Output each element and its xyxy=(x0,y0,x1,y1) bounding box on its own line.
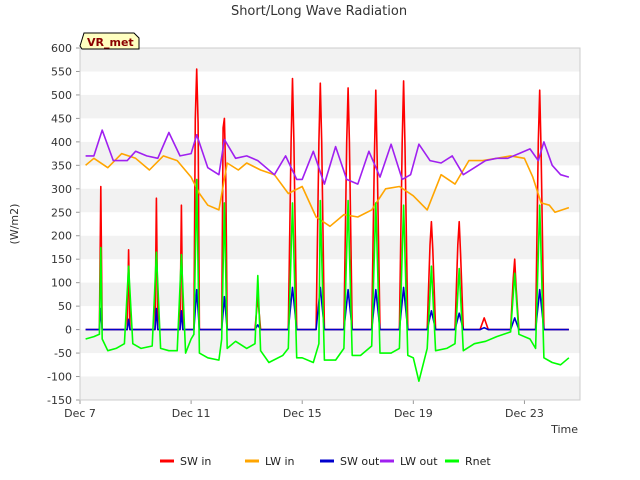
y-tick-label: -150 xyxy=(47,394,72,407)
x-axis-label: Time xyxy=(550,423,578,436)
legend-label-lw-out: LW out xyxy=(400,455,438,468)
y-tick-label: 100 xyxy=(51,277,72,290)
legend-label-sw-in: SW in xyxy=(180,455,211,468)
series-line-rnet xyxy=(85,178,570,383)
x-tick-label: Dec 7 xyxy=(64,407,96,420)
legend: SW in LW in SW out LW out Rnet xyxy=(160,455,491,468)
legend-label-rnet: Rnet xyxy=(465,455,491,468)
site-label-box: VR_met xyxy=(79,32,140,50)
grid-bands xyxy=(80,48,580,400)
y-axis-label: (W/m2) xyxy=(8,204,21,245)
series-layer xyxy=(85,68,570,383)
grid-band xyxy=(80,48,580,72)
legend-label-sw-out: SW out xyxy=(340,455,380,468)
series-line-lw-out xyxy=(85,129,570,185)
site-label: VR_met xyxy=(87,36,134,49)
grid-band xyxy=(80,376,580,400)
x-axis: Dec 7 Dec 11 Dec 15 Dec 19 Dec 23 xyxy=(64,400,544,420)
grid-band xyxy=(80,235,580,260)
chart-title: Short/Long Wave Radiation xyxy=(231,4,407,19)
plot-frame xyxy=(79,47,581,401)
series-line-lw-in xyxy=(85,152,570,228)
series-line-sw-out xyxy=(85,286,569,331)
y-tick-label: 600 xyxy=(51,42,72,55)
y-tick-label: -100 xyxy=(47,371,72,384)
y-tick-label: 200 xyxy=(51,230,72,243)
y-axis: -150 -100 -50 0 50 100 150 200 250 300 350 400 450 50… xyxy=(47,42,80,407)
x-tick-label: Dec 15 xyxy=(283,407,322,420)
y-tick-label: 450 xyxy=(51,112,72,125)
y-tick-label: 350 xyxy=(51,159,72,172)
grid-band xyxy=(80,94,580,119)
x-tick-label: Dec 23 xyxy=(505,407,544,420)
x-tick-label: Dec 11 xyxy=(172,407,211,420)
y-tick-label: -50 xyxy=(54,347,72,360)
y-tick-label: 400 xyxy=(51,136,72,149)
y-tick-label: 300 xyxy=(51,183,72,196)
y-tick-label: 500 xyxy=(51,89,72,102)
y-tick-label: 0 xyxy=(65,324,72,337)
y-tick-label: 550 xyxy=(51,65,72,78)
grid-band xyxy=(80,141,580,166)
x-tick-label: Dec 19 xyxy=(394,407,433,420)
grid-band xyxy=(80,188,580,213)
y-tick-label: 150 xyxy=(51,253,72,266)
grid-band xyxy=(80,282,580,307)
legend-label-lw-in: LW in xyxy=(265,455,295,468)
y-tick-label: 50 xyxy=(58,300,72,313)
y-tick-label: 250 xyxy=(51,206,72,219)
